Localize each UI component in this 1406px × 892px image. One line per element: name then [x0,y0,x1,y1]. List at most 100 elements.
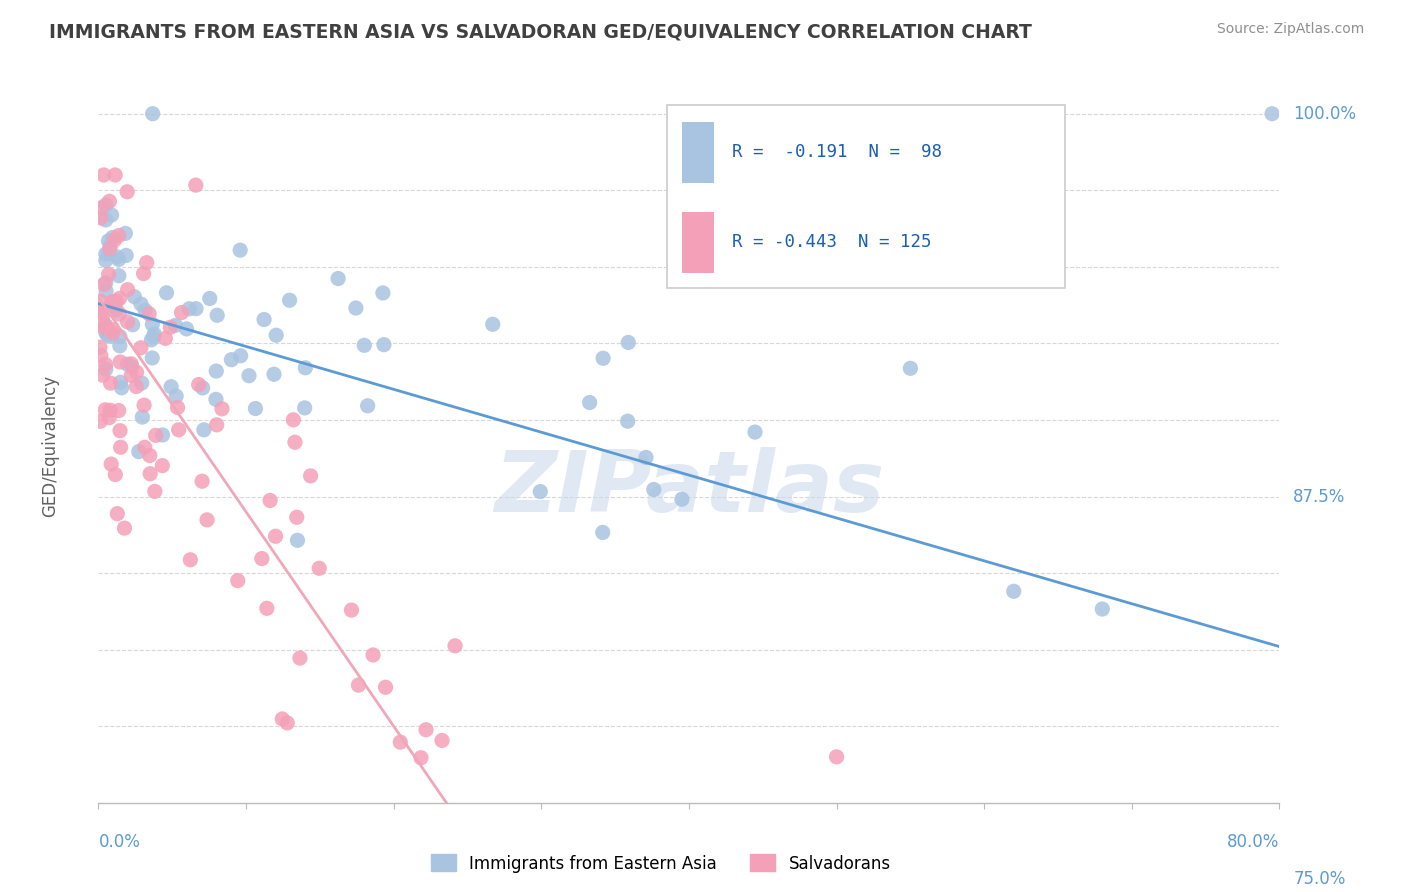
Point [205,417,228,432]
Point [170,305,193,319]
Point [294,401,316,415]
Point [134,303,156,318]
Point [121,359,143,374]
Point [105,507,128,521]
Point [263,368,285,382]
Point [143,484,166,499]
Point [90,201,112,215]
Text: R = -0.443  N = 125: R = -0.443 N = 125 [731,234,931,252]
Point [90,305,112,319]
Point [105,250,128,264]
Point [94,285,117,299]
Point [108,424,131,438]
Text: 100.0%: 100.0% [1294,104,1357,123]
Point [108,339,131,353]
Point [193,423,215,437]
Point [101,326,124,340]
Point [592,351,614,366]
Point [155,285,177,300]
Point [430,733,453,747]
Point [256,601,278,615]
Point [98,410,121,425]
Point [98,194,121,209]
Point [825,749,848,764]
Text: R =  -0.191  N =  98: R = -0.191 N = 98 [731,144,942,161]
Point [98,403,121,417]
Point [93,168,115,182]
Point [229,349,252,363]
Point [107,228,129,243]
Point [141,351,163,365]
Point [356,399,378,413]
Point [129,341,152,355]
Text: 87.5%: 87.5% [1294,488,1346,506]
Point [141,333,163,347]
Point [132,267,155,281]
Point [415,723,437,737]
Point [145,428,167,442]
Point [671,492,693,507]
Point [308,561,330,575]
Point [394,860,416,874]
Bar [682,121,714,183]
Point [125,379,148,393]
Point [592,525,614,540]
Point [107,252,129,267]
Point [120,357,142,371]
Point [134,440,156,454]
Point [744,425,766,439]
Point [253,312,276,326]
Point [117,283,139,297]
Point [93,318,115,332]
Text: GED/Equivalency: GED/Equivalency [41,375,59,517]
Point [271,712,294,726]
Point [108,355,131,369]
Point [160,380,183,394]
Point [128,444,150,458]
Point [294,360,316,375]
Point [108,268,131,283]
Point [89,340,111,354]
Point [138,307,160,321]
Text: 80.0%: 80.0% [1227,833,1279,851]
Point [191,381,214,395]
Point [124,290,146,304]
Point [94,326,117,340]
Point [97,246,120,260]
Point [97,268,120,282]
Point [259,493,281,508]
Point [184,301,207,316]
Point [94,362,117,376]
Point [94,402,117,417]
Point [98,242,121,256]
Legend: Immigrants from Eastern Asia, Salvadorans: Immigrants from Eastern Asia, Salvadoran… [425,847,897,880]
FancyBboxPatch shape [666,104,1066,288]
Point [165,318,187,333]
Text: 75.0%: 75.0% [1294,871,1346,888]
Point [245,401,267,416]
Point [578,395,600,409]
Point [110,376,132,390]
Point [205,392,228,407]
Point [1091,602,1114,616]
Point [643,483,665,497]
Point [141,318,163,332]
Point [142,106,165,120]
Point [101,323,124,337]
Point [529,484,551,499]
Point [211,401,233,416]
Point [108,292,131,306]
Point [143,327,166,342]
Point [131,376,153,390]
Point [100,457,122,471]
Point [89,414,111,428]
Point [523,887,546,892]
Point [114,521,136,535]
Point [284,435,307,450]
Point [288,651,311,665]
Point [93,277,115,292]
Point [100,299,122,313]
Point [105,294,128,309]
Bar [682,211,714,273]
Point [93,320,115,334]
